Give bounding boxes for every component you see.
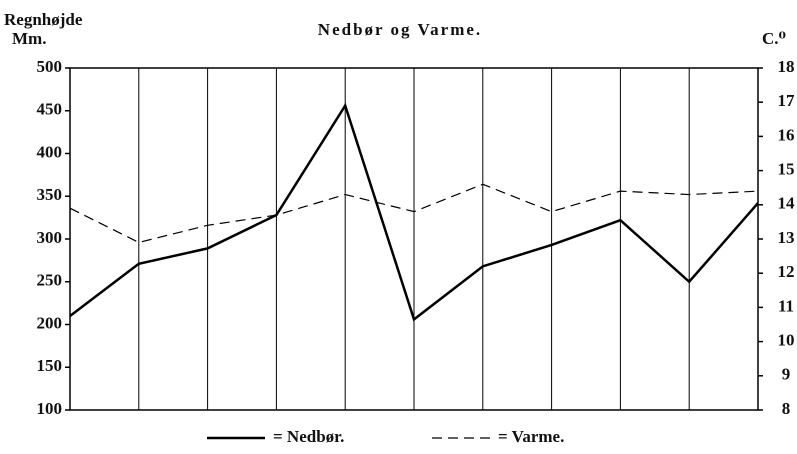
y2-tick-label: 15 [778,160,795,179]
y2-tick-label: 12 [778,262,795,281]
y-tick-label: 450 [37,100,63,119]
y2-tick-label: 9 [782,365,791,384]
chart-title: Nedbør og Varme. [318,20,482,39]
series-line [69,102,759,322]
y-axis-label: Regnhøjde [4,10,83,29]
y-tick-label: 200 [37,313,63,332]
y-tick-label: 150 [37,356,63,375]
legend-label: = Varme. [498,427,564,446]
y2-tick-label: 18 [778,57,795,76]
y-tick-label: 100 [37,399,63,418]
y2-axis-label: C.⁰ [762,29,786,48]
y-axis-unit: Mm. [12,29,46,48]
y-tick-label: 400 [37,142,63,161]
y2-tick-label: 10 [778,331,795,350]
y2-tick-label: 17 [778,91,796,110]
legend-label: = Nedbør. [273,427,344,446]
y-tick-label: 500 [37,57,63,76]
y-tick-label: 300 [37,228,63,247]
series-line [69,183,759,244]
y2-tick-label: 13 [778,228,795,247]
y2-tick-label: 16 [778,125,795,144]
y2-tick-label: 14 [778,194,796,213]
y2-tick-label: 11 [778,296,794,315]
y2-tick-label: 8 [782,399,791,418]
y-tick-label: 350 [37,185,63,204]
y-tick-label: 250 [37,271,63,290]
